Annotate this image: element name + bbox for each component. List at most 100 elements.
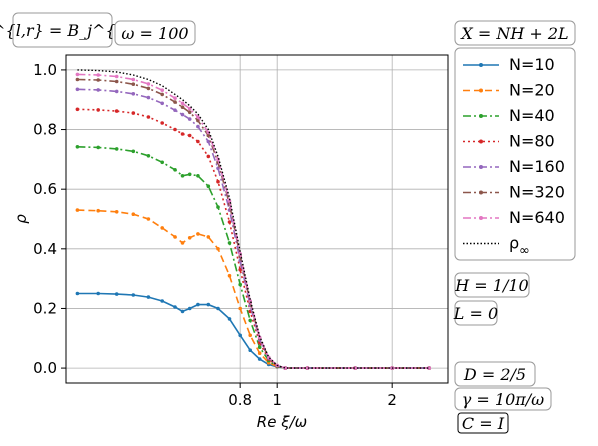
series-point xyxy=(248,318,252,323)
svg-text:ω = 100: ω = 100 xyxy=(121,24,188,43)
legend-marker xyxy=(479,63,483,67)
series-point xyxy=(160,101,164,106)
series-point xyxy=(216,179,220,184)
series-point xyxy=(206,235,211,239)
x-tick-label: 0.8 xyxy=(228,391,252,409)
series-point xyxy=(114,210,119,214)
series-point xyxy=(146,295,151,299)
series-point xyxy=(96,145,100,150)
series-point xyxy=(173,235,177,239)
annotation-xdef: X = NH + 2L xyxy=(454,20,576,46)
series-point xyxy=(146,115,151,119)
series-point xyxy=(257,357,262,361)
series-point xyxy=(196,302,200,307)
series-2 xyxy=(75,145,432,370)
series-point xyxy=(206,302,211,307)
annotation-H: H = 1/10 xyxy=(454,272,530,298)
legend-label: ρ xyxy=(509,234,519,253)
series-point xyxy=(187,110,192,115)
series-line xyxy=(77,78,430,369)
series-point xyxy=(216,247,220,251)
series-point xyxy=(238,333,242,338)
series-point xyxy=(160,121,164,125)
series-point xyxy=(206,139,211,144)
series-point xyxy=(216,306,220,311)
legend-marker xyxy=(479,165,483,169)
series-point xyxy=(173,108,177,112)
series-point xyxy=(75,77,80,82)
series-point xyxy=(227,220,232,224)
axis-ticks: 0.0 0.2 0.4 0.6 0.8 1.0 0.8 1 2 xyxy=(33,61,397,409)
series-point xyxy=(160,226,164,230)
annotation-basis: B^{l,r} = B_j^{l,r} xyxy=(0,12,144,48)
series-point xyxy=(173,100,177,104)
series-point xyxy=(114,79,119,84)
legend-marker xyxy=(479,190,483,195)
series-line xyxy=(77,108,430,369)
legend-label: N=20 xyxy=(509,81,555,100)
legend-label: N=640 xyxy=(509,208,565,227)
legend-label-subscript: ∞ xyxy=(519,244,530,259)
svg-text:X = NH + 2L: X = NH + 2L xyxy=(459,24,568,43)
series-point xyxy=(196,124,200,129)
grid-lines xyxy=(66,55,448,383)
series-point xyxy=(131,111,136,115)
legend-label: N=320 xyxy=(509,183,565,202)
series-point xyxy=(227,241,232,245)
series-point xyxy=(75,208,80,212)
series-7 xyxy=(77,69,430,369)
series-point xyxy=(257,351,262,356)
series-point xyxy=(160,299,164,303)
legend-label: N=80 xyxy=(509,132,555,151)
series-point xyxy=(131,82,136,86)
series-point xyxy=(248,333,252,338)
svg-text:L = 0: L = 0 xyxy=(453,304,498,323)
plot-frame xyxy=(65,54,449,384)
y-axis-label: ρ xyxy=(12,214,30,224)
series-point xyxy=(96,73,100,77)
series-line xyxy=(77,69,430,369)
series-point xyxy=(114,292,119,296)
legend-box xyxy=(454,47,576,261)
series-point xyxy=(173,127,177,132)
series-point xyxy=(257,335,262,340)
annotation-D: D = 2/5 xyxy=(454,361,536,387)
series-point xyxy=(216,205,220,209)
legend-label: N=40 xyxy=(509,106,555,125)
series-point xyxy=(305,366,310,370)
series-point xyxy=(173,96,177,100)
series-6 xyxy=(75,72,432,370)
x-axis-label: Re ξ/ω xyxy=(257,413,307,431)
series-point xyxy=(427,366,432,370)
series-point xyxy=(131,149,136,154)
series-point xyxy=(160,92,164,97)
series-point xyxy=(206,133,211,138)
annotation-omega: ω = 100 xyxy=(114,20,196,46)
legend-label: N=160 xyxy=(509,157,565,176)
series-point xyxy=(180,101,185,106)
series-point xyxy=(196,232,200,236)
series-point xyxy=(180,105,185,109)
series-point xyxy=(227,273,232,278)
svg-text:γ = 10π/ω: γ = 10π/ω xyxy=(462,390,544,409)
annotation-L: L = 0 xyxy=(453,300,498,326)
series-point xyxy=(180,241,185,245)
series-point xyxy=(146,217,151,221)
series-point xyxy=(114,74,119,79)
series-point xyxy=(187,133,192,138)
series-line xyxy=(77,209,430,369)
x-tick-label: 2 xyxy=(387,391,397,409)
series-point xyxy=(238,306,242,311)
series-point xyxy=(146,82,151,86)
series-point xyxy=(180,309,185,314)
annotation-gamma: γ = 10π/ω xyxy=(454,387,552,411)
series-point xyxy=(196,115,200,119)
series-point xyxy=(96,291,100,296)
series-point xyxy=(206,154,211,159)
series-point xyxy=(146,95,151,100)
y-tick-label: 0.6 xyxy=(33,180,57,198)
series-point xyxy=(173,305,177,309)
series-point xyxy=(206,184,211,188)
svg-text:D = 2/5: D = 2/5 xyxy=(463,365,526,384)
